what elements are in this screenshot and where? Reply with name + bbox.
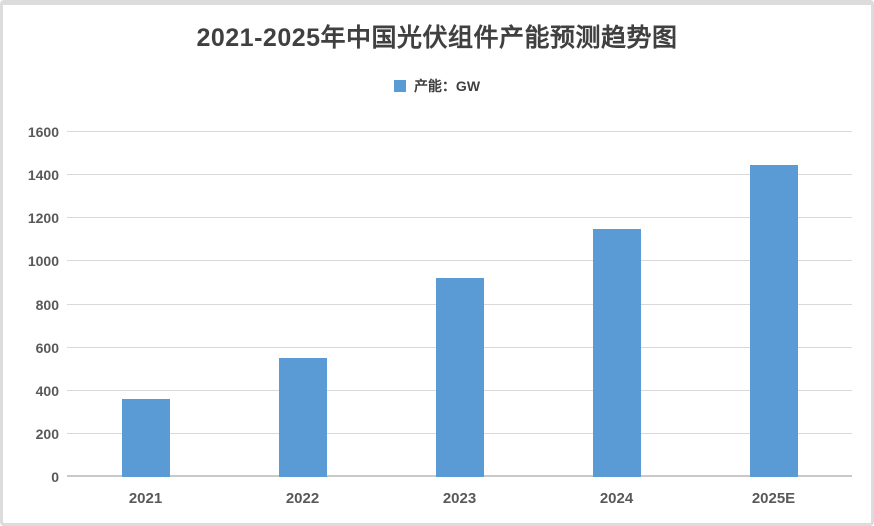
y-axis-label: 600 [35, 339, 59, 356]
x-axis-label: 2023 [442, 490, 477, 507]
y-axis-label: 1400 [27, 167, 59, 184]
y-axis-label: 0 [51, 469, 59, 485]
y-axis-label: 1000 [27, 253, 59, 270]
x-axis-label: 2024 [599, 490, 634, 507]
plot-area: 0 200 400 600 800 1000 1200 1400 1600 2021 2022 20… [28, 124, 852, 507]
y-axis-label: 800 [35, 296, 59, 313]
x-axis-label: 2021 [128, 490, 163, 507]
bar-2024 [592, 229, 641, 477]
x-axis-label: 2025E [751, 490, 796, 507]
y-axis-label: 1600 [27, 124, 59, 140]
bar-2023 [435, 277, 484, 477]
gridline [67, 217, 852, 219]
y-axis-label: 1200 [27, 210, 59, 227]
bar-2021 [121, 399, 170, 477]
y-axis-label: 400 [35, 382, 59, 399]
x-axis-label: 2022 [285, 490, 320, 507]
bar-2022 [278, 358, 327, 477]
chart-title: 2021-2025年中国光伏组件产能预测趋势图 [196, 24, 678, 52]
legend-label: 产能：GW [413, 78, 481, 94]
legend-swatch-icon [393, 80, 406, 92]
gridline [67, 131, 852, 132]
gridline [67, 260, 852, 262]
bar-2025E [749, 165, 798, 477]
y-axis-label: 200 [35, 425, 59, 442]
legend: 产能：GW [3, 76, 871, 96]
gridline [67, 174, 852, 176]
